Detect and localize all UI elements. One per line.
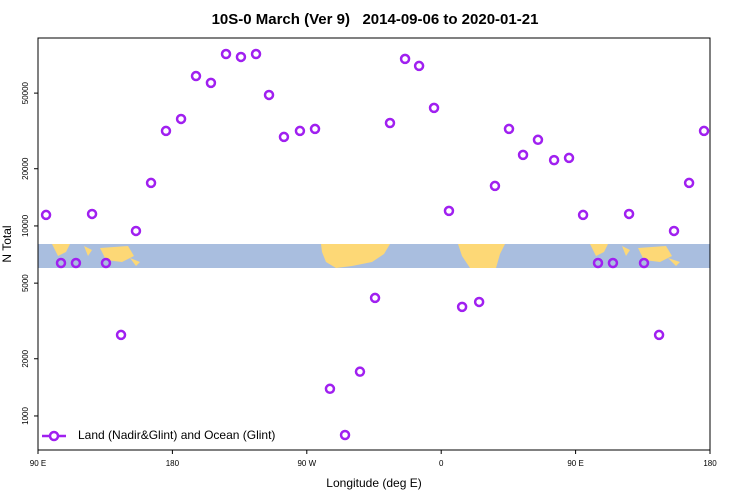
plot-frame — [37, 37, 711, 451]
point — [354, 366, 366, 377]
point — [145, 177, 157, 189]
point — [563, 152, 575, 164]
land — [458, 244, 505, 268]
point — [683, 177, 695, 189]
chart-title: 10S-0 March (Ver 9) 2014-09-06 to 2020-0… — [212, 11, 539, 28]
point — [443, 205, 455, 217]
point — [456, 301, 468, 313]
land — [52, 244, 140, 266]
point — [399, 53, 411, 65]
y-tick-label: 50000 — [21, 81, 30, 104]
point — [175, 113, 187, 125]
point — [428, 102, 440, 114]
x-tick-label: 180 — [166, 459, 180, 468]
x-tick-label: 90 E — [30, 459, 46, 468]
point — [220, 48, 232, 60]
point — [339, 429, 351, 441]
point — [653, 329, 665, 341]
point — [369, 292, 381, 304]
map-band — [38, 244, 710, 268]
point — [473, 296, 485, 308]
point — [413, 60, 425, 72]
point — [130, 225, 142, 237]
point — [548, 154, 560, 166]
point — [235, 51, 247, 63]
point — [532, 134, 544, 146]
point — [86, 208, 98, 220]
point — [278, 131, 290, 143]
x-tick-label: 180 — [703, 459, 717, 468]
x-axis-label: Longitude (deg E) — [326, 476, 421, 490]
point — [577, 209, 589, 221]
point — [607, 257, 619, 269]
y-tick-label: 2000 — [21, 349, 30, 367]
point — [309, 123, 321, 135]
point — [698, 125, 710, 137]
point — [294, 125, 306, 137]
point — [517, 149, 529, 161]
land — [590, 244, 680, 266]
point — [503, 123, 515, 135]
point — [384, 117, 396, 129]
point — [489, 180, 501, 192]
x-tick-label: 90 W — [297, 459, 316, 468]
y-tick-label: 10000 — [21, 214, 30, 237]
point — [70, 257, 82, 269]
point — [205, 77, 217, 89]
point — [324, 383, 336, 395]
point — [638, 257, 650, 269]
point — [263, 89, 275, 101]
legend-label: Land (Nadir&Glint) and Ocean (Glint) — [78, 428, 275, 442]
point — [250, 48, 262, 60]
point — [668, 225, 680, 237]
y-tick-label: 20000 — [21, 157, 30, 180]
point — [623, 208, 635, 220]
point — [115, 329, 127, 341]
point — [160, 125, 172, 137]
x-tick-label: 0 — [439, 459, 444, 468]
point — [592, 257, 604, 269]
x-tick-label: 90 E — [567, 459, 583, 468]
point — [55, 257, 67, 269]
y-tick-label: 1000 — [21, 407, 30, 425]
y-axis-label: N Total — [0, 225, 14, 262]
point — [40, 209, 52, 221]
legend-marker — [48, 430, 60, 442]
y-tick-label: 5000 — [21, 274, 30, 292]
point — [190, 70, 202, 82]
land — [321, 244, 390, 268]
point — [100, 257, 112, 269]
